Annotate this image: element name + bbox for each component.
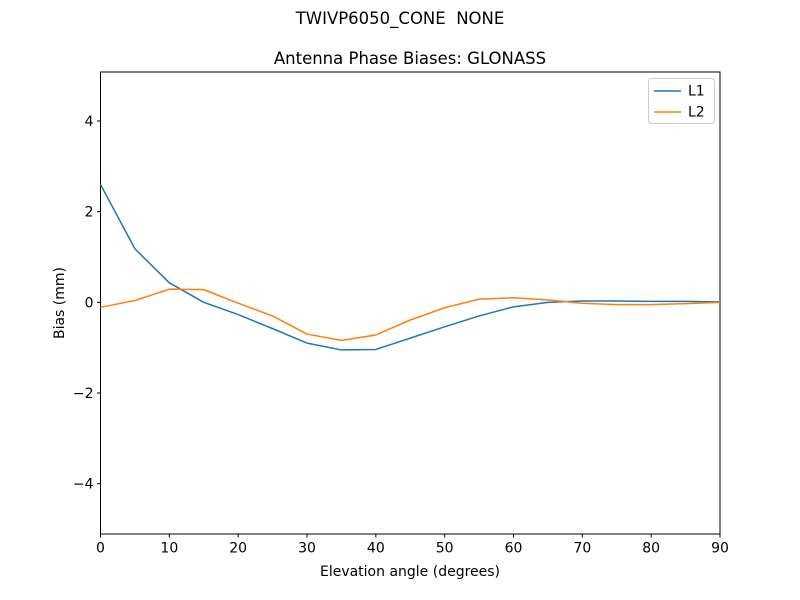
x-tick-label: 50 (436, 541, 454, 557)
x-tick-label: 80 (642, 541, 660, 557)
legend-label-l1: L1 (688, 84, 705, 100)
y-tick-label: 4 (85, 114, 94, 130)
y-axis-label: Bias (mm) (52, 267, 68, 339)
axes-title: Antenna Phase Biases: GLONASS (274, 49, 546, 68)
x-tick-label: 10 (160, 541, 178, 557)
x-tick-label: 30 (298, 541, 316, 557)
y-tick-label: −4 (73, 477, 94, 493)
y-tick-label: 0 (85, 295, 94, 311)
figure-suptitle: TWIVP6050_CONE NONE (295, 9, 505, 29)
legend: L1 L2 (648, 78, 715, 124)
y-tick-label: 2 (85, 205, 94, 221)
x-tick-label: 0 (96, 541, 105, 557)
legend-label-l2: L2 (688, 105, 705, 121)
series-line-l2 (100, 288, 721, 342)
x-tick-label: 40 (367, 541, 385, 557)
y-tick-label: −2 (73, 386, 94, 402)
x-tick-label: 70 (573, 541, 591, 557)
y-axis-ticks: −4 −2 0 2 4 (73, 114, 101, 493)
series-line-l1 (99, 184, 721, 351)
x-tick-label: 20 (229, 541, 247, 557)
x-tick-label: 60 (505, 541, 523, 557)
x-tick-label: 90 (711, 541, 729, 557)
series-lines (99, 184, 721, 351)
x-axis-ticks: 0 10 20 30 40 50 60 70 80 90 (96, 534, 729, 557)
x-axis-label: Elevation angle (degrees) (320, 564, 500, 580)
